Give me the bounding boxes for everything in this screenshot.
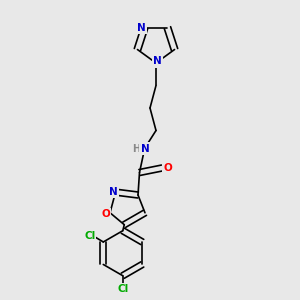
Text: N: N xyxy=(109,187,118,197)
Text: N: N xyxy=(153,56,162,67)
Text: H: H xyxy=(132,143,140,154)
Text: N: N xyxy=(137,23,146,33)
Text: Cl: Cl xyxy=(84,231,95,241)
Text: O: O xyxy=(163,163,172,173)
Text: O: O xyxy=(101,209,110,219)
Text: N: N xyxy=(140,143,149,154)
Text: Cl: Cl xyxy=(117,284,128,294)
